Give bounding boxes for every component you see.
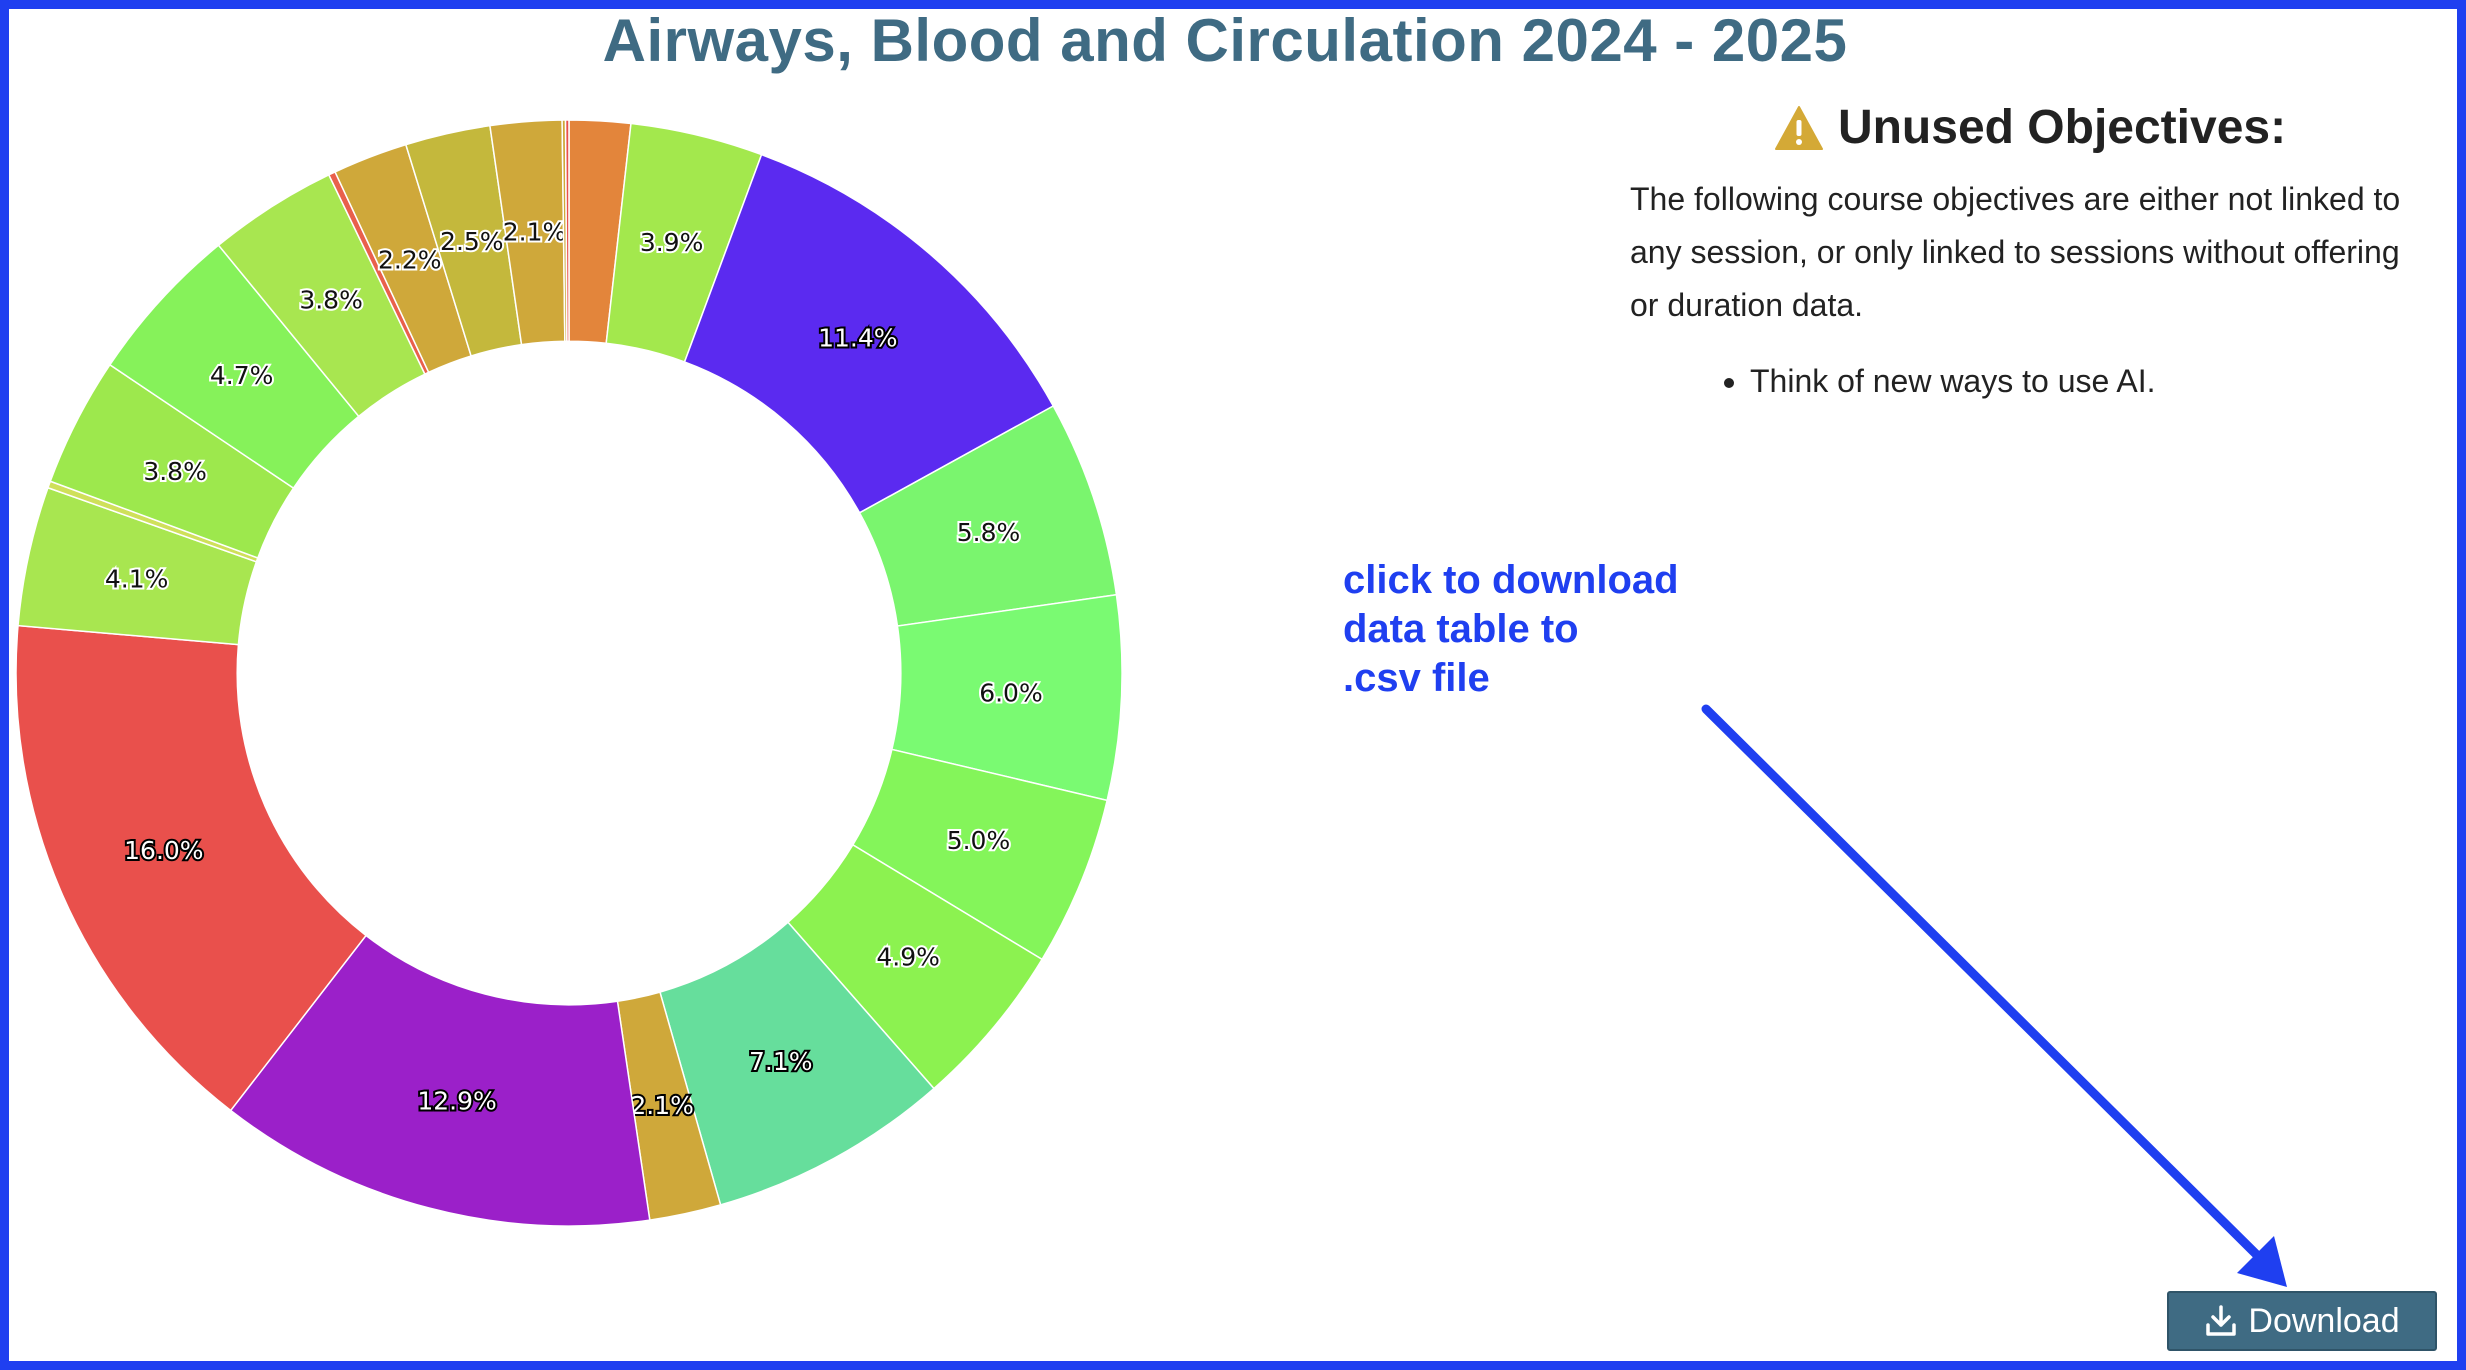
slice-label: 3.8%	[299, 286, 363, 315]
donut-slice[interactable]	[683, 153, 1055, 514]
slice-label: 4.9%	[876, 943, 940, 972]
unused-objectives-list: Think of new ways to use AI.	[1620, 356, 2440, 406]
slice-label: 12.9%	[417, 1087, 496, 1116]
download-annotation: click to download data table to .csv fil…	[1343, 558, 1679, 700]
donut-slice[interactable]	[564, 119, 570, 342]
unused-objectives-heading: Unused Objectives:	[1620, 100, 2440, 155]
slice-label: 5.0%	[947, 826, 1011, 855]
warning-icon	[1774, 105, 1823, 150]
slice-label: 2.1%	[503, 217, 567, 246]
unused-heading-text: Unused Objectives:	[1837, 101, 2287, 154]
slice-label: 3.9%	[640, 228, 704, 257]
slice-label: 2.2%	[378, 246, 442, 275]
slice-label: 5.8%	[957, 518, 1021, 547]
donut-chart: 3.9% 11.4% 5.8% 6.0% 5.0% 4.9% 7.1% 2.1% 12.9% 16…	[15, 119, 1123, 1227]
list-item: Think of new ways to use AI.	[1750, 356, 2440, 406]
slice-label: 2.1%	[630, 1091, 694, 1120]
download-button[interactable]: Download	[2167, 1291, 2437, 1351]
download-button-label: Download	[2248, 1301, 2400, 1340]
slice-label: 16.0%	[124, 836, 203, 865]
donut-slice[interactable]	[15, 624, 368, 1112]
download-icon	[2206, 1305, 2237, 1336]
slice-label: 4.1%	[105, 565, 169, 594]
unused-objectives-panel: Unused Objectives: The following course …	[1620, 100, 2440, 406]
donut-slice[interactable]	[229, 934, 651, 1227]
slice-label: 2.5%	[440, 227, 504, 256]
slice-label: 11.4%	[818, 323, 897, 352]
slice-label: 3.8%	[143, 457, 207, 486]
unused-description: The following course objectives are eith…	[1630, 181, 2401, 323]
page-title: Airways, Blood and Circulation 2024 - 20…	[602, 7, 1848, 74]
slice-label: 4.7%	[210, 361, 274, 390]
slice-label: 7.1%	[749, 1047, 813, 1076]
slice-label: 6.0%	[979, 679, 1043, 708]
